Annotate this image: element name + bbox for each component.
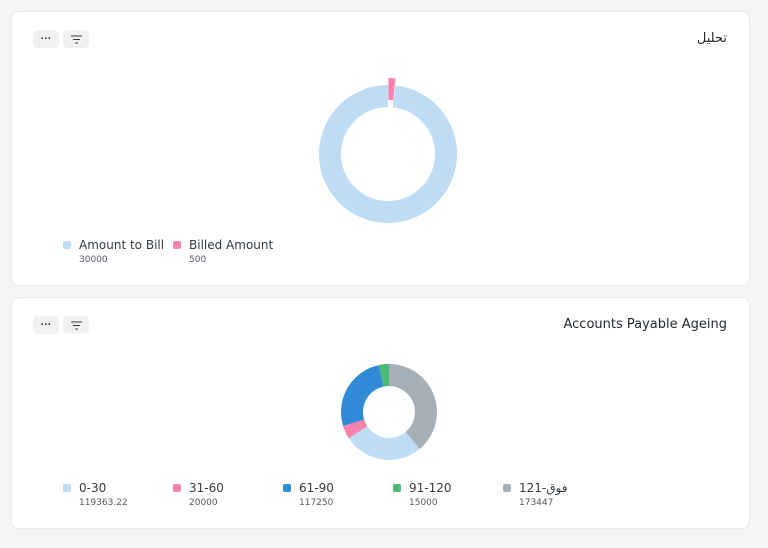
legend-label: 61-90 (299, 481, 334, 495)
filter-icon (70, 34, 82, 44)
legend-label: Billed Amount (189, 238, 274, 252)
legend-value: 117250 (299, 498, 334, 508)
donut-slice-121[interactable] (389, 364, 437, 449)
legend-swatch (173, 484, 181, 492)
donut-slice-91-120[interactable] (378, 364, 389, 387)
filter-button[interactable] (63, 316, 89, 334)
legend-value: 20000 (189, 498, 218, 508)
card-title: Accounts Payable Ageing (563, 317, 727, 332)
legend-swatch (63, 241, 71, 249)
legend-label: 31-60 (189, 481, 224, 495)
more-icon: ... (40, 30, 52, 42)
legend-value: 500 (189, 255, 207, 265)
more-options-button[interactable]: ... (33, 30, 59, 48)
legend-value: 15000 (409, 498, 438, 508)
legend-swatch (63, 484, 71, 492)
donut-slice-billed-amount[interactable] (388, 78, 396, 101)
legend-value: 119363.22 (79, 498, 128, 508)
legend-value: 30000 (79, 255, 108, 265)
legend-label: Amount to Bill (79, 238, 165, 252)
legend-label: 0-30 (79, 481, 107, 495)
legend-label: 121-فوق (519, 481, 568, 495)
donut-slice-0-30[interactable] (348, 426, 420, 460)
filter-icon (70, 320, 82, 330)
legend-swatch (503, 484, 511, 492)
legend-value: 173447 (519, 498, 554, 508)
donut-slice-amount-to-bill[interactable] (319, 85, 457, 223)
card-title: تحليل (696, 31, 727, 46)
more-icon: ... (40, 316, 52, 328)
donut-chart (319, 78, 457, 223)
donut-slice-61-90[interactable] (341, 365, 384, 427)
accounts-payable-ageing-card: Accounts Payable Ageing ... 0-30 119363.2… (11, 297, 750, 529)
legend-swatch (283, 484, 291, 492)
legend-swatch (393, 484, 401, 492)
legend-swatch (173, 241, 181, 249)
analysis-card: تحليل ... Amount to Bill 30000 Billed Amou… (11, 11, 750, 286)
filter-button[interactable] (63, 30, 89, 48)
donut-slice-31-60[interactable] (343, 419, 368, 439)
legend-label: 91-120 (409, 481, 452, 495)
donut-chart (341, 364, 437, 460)
more-options-button[interactable]: ... (33, 316, 59, 334)
